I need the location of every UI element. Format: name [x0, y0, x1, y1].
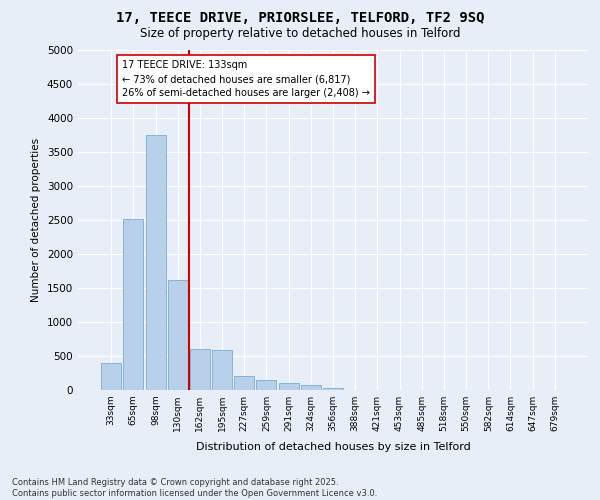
Y-axis label: Number of detached properties: Number of detached properties [31, 138, 41, 302]
Bar [101, 364, 121, 390]
Bar [190, 349, 210, 390]
Bar [212, 350, 232, 390]
Text: 17 TEECE DRIVE: 133sqm
← 73% of detached houses are smaller (6,817)
26% of semi-: 17 TEECE DRIVE: 133sqm ← 73% of detached… [122, 60, 370, 98]
X-axis label: Distribution of detached houses by size in Telford: Distribution of detached houses by size … [196, 442, 470, 452]
Text: 17, TEECE DRIVE, PRIORSLEE, TELFORD, TF2 9SQ: 17, TEECE DRIVE, PRIORSLEE, TELFORD, TF2… [116, 11, 484, 25]
Bar [124, 218, 143, 390]
Text: Contains HM Land Registry data © Crown copyright and database right 2025.
Contai: Contains HM Land Registry data © Crown c… [12, 478, 377, 498]
Bar [256, 380, 277, 390]
Bar [234, 376, 254, 390]
Bar [146, 135, 166, 390]
Bar [168, 280, 188, 390]
Text: Size of property relative to detached houses in Telford: Size of property relative to detached ho… [140, 28, 460, 40]
Bar [301, 385, 321, 390]
Bar [323, 388, 343, 390]
Bar [278, 383, 299, 390]
